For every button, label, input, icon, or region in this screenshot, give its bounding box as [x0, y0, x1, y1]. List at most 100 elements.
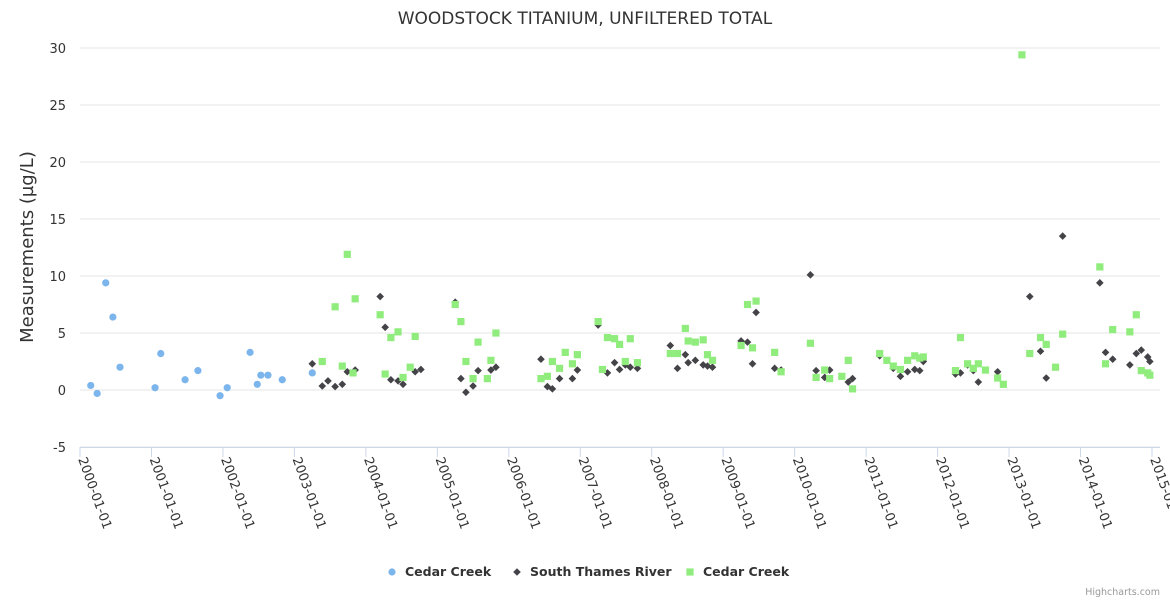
data-point: [492, 329, 500, 337]
data-point: [548, 385, 557, 393]
data-point: [969, 364, 977, 372]
data-point: [903, 367, 912, 376]
data-point: [462, 388, 470, 397]
data-point: [349, 369, 357, 377]
data-point: [633, 359, 642, 367]
data-point: [598, 365, 607, 374]
x-tick-label: 2013-01-01: [1003, 455, 1043, 531]
data-point: [483, 375, 491, 383]
data-point: [594, 318, 602, 326]
data-point: [411, 367, 419, 376]
highcharts-credit[interactable]: Highcharts.com: [1085, 587, 1160, 598]
data-point: [812, 373, 820, 382]
data-point: [555, 374, 564, 383]
data-point: [457, 318, 465, 326]
data-point: [910, 365, 919, 374]
data-point: [487, 366, 495, 374]
data-point: [1059, 330, 1067, 338]
data-point: [376, 311, 384, 319]
data-point: [1026, 349, 1034, 358]
data-point: [708, 356, 717, 364]
data-point: [838, 372, 846, 380]
data-point: [981, 366, 990, 374]
data-point: [318, 382, 327, 390]
data-point: [699, 361, 707, 369]
legend-item[interactable]: Cedar Creek: [686, 564, 790, 579]
y-axis-ticks: -5 0 5 10 15 20 25 30: [49, 42, 66, 456]
legend-item[interactable]: Cedar Creek: [388, 564, 492, 579]
data-point: [338, 380, 347, 389]
data-point: [474, 338, 482, 346]
data-point: [351, 295, 359, 303]
data-point: [1101, 348, 1110, 357]
data-point: [1146, 357, 1154, 366]
data-point: [1042, 340, 1050, 348]
data-point: [376, 292, 384, 301]
x-tick-label: 2012-01-01: [932, 455, 972, 531]
data-point: [889, 362, 897, 370]
data-point: [848, 385, 857, 393]
data-point: [615, 340, 624, 348]
data-point: [812, 366, 820, 375]
data-point: [826, 375, 834, 383]
data-point: [308, 369, 316, 377]
data-point: [919, 353, 927, 361]
data-point: [610, 335, 619, 343]
data-point: [1137, 367, 1145, 375]
data-point: [318, 357, 326, 366]
data-point: [331, 382, 339, 391]
series-1: [308, 232, 1154, 397]
data-point: [806, 339, 814, 347]
data-point: [387, 375, 395, 384]
data-point: [752, 308, 760, 317]
data-point: [964, 360, 972, 368]
legend-label: Cedar Creek: [405, 564, 492, 579]
data-point: [1146, 371, 1154, 379]
data-point: [246, 348, 254, 356]
data-point: [956, 333, 965, 342]
data-point: [1042, 374, 1051, 382]
data-point: [974, 378, 983, 386]
data-point: [1109, 325, 1117, 334]
data-point: [324, 377, 332, 385]
data-point: [915, 366, 924, 375]
data-point: [737, 341, 745, 350]
data-point: [264, 371, 272, 379]
data-point: [621, 357, 629, 366]
data-point: [1096, 279, 1104, 287]
legend-item[interactable]: South Thames River: [513, 564, 672, 579]
series-0: [87, 279, 316, 400]
data-point: [1025, 292, 1034, 301]
x-tick-label: 2007-01-01: [575, 455, 615, 531]
y-tick-label: 15: [49, 213, 66, 228]
data-point: [462, 357, 470, 366]
data-point: [543, 372, 551, 380]
data-point: [993, 367, 1002, 376]
x-tick-label: 2010-01-01: [789, 455, 829, 531]
data-point: [703, 362, 712, 370]
data-point: [752, 297, 760, 305]
data-point: [411, 332, 419, 341]
x-tick-label: 2015-01-01: [1146, 455, 1170, 531]
data-point: [883, 356, 891, 364]
legend-label: Cedar Creek: [703, 564, 790, 579]
data-point: [93, 389, 101, 398]
data-point: [844, 378, 853, 386]
data-point: [1132, 349, 1141, 358]
data-point: [223, 384, 231, 392]
x-tick-label: 2002-01-01: [217, 455, 257, 531]
data-point: [708, 363, 717, 371]
data-point: [684, 358, 692, 367]
data-point: [1126, 361, 1134, 369]
data-point: [253, 380, 261, 388]
data-point: [573, 351, 582, 359]
data-point: [381, 323, 389, 332]
data-point: [406, 363, 414, 371]
data-point: [387, 333, 395, 342]
data-point: [343, 250, 351, 258]
x-axis: 2000-01-01 2001-01-01 2002-01-01 2003-01-01…: [74, 447, 1170, 531]
data-point: [844, 356, 852, 364]
x-tick-label: 2000-01-01: [74, 455, 114, 531]
x-tick-label: 2008-01-01: [646, 455, 686, 531]
data-point: [743, 300, 752, 309]
